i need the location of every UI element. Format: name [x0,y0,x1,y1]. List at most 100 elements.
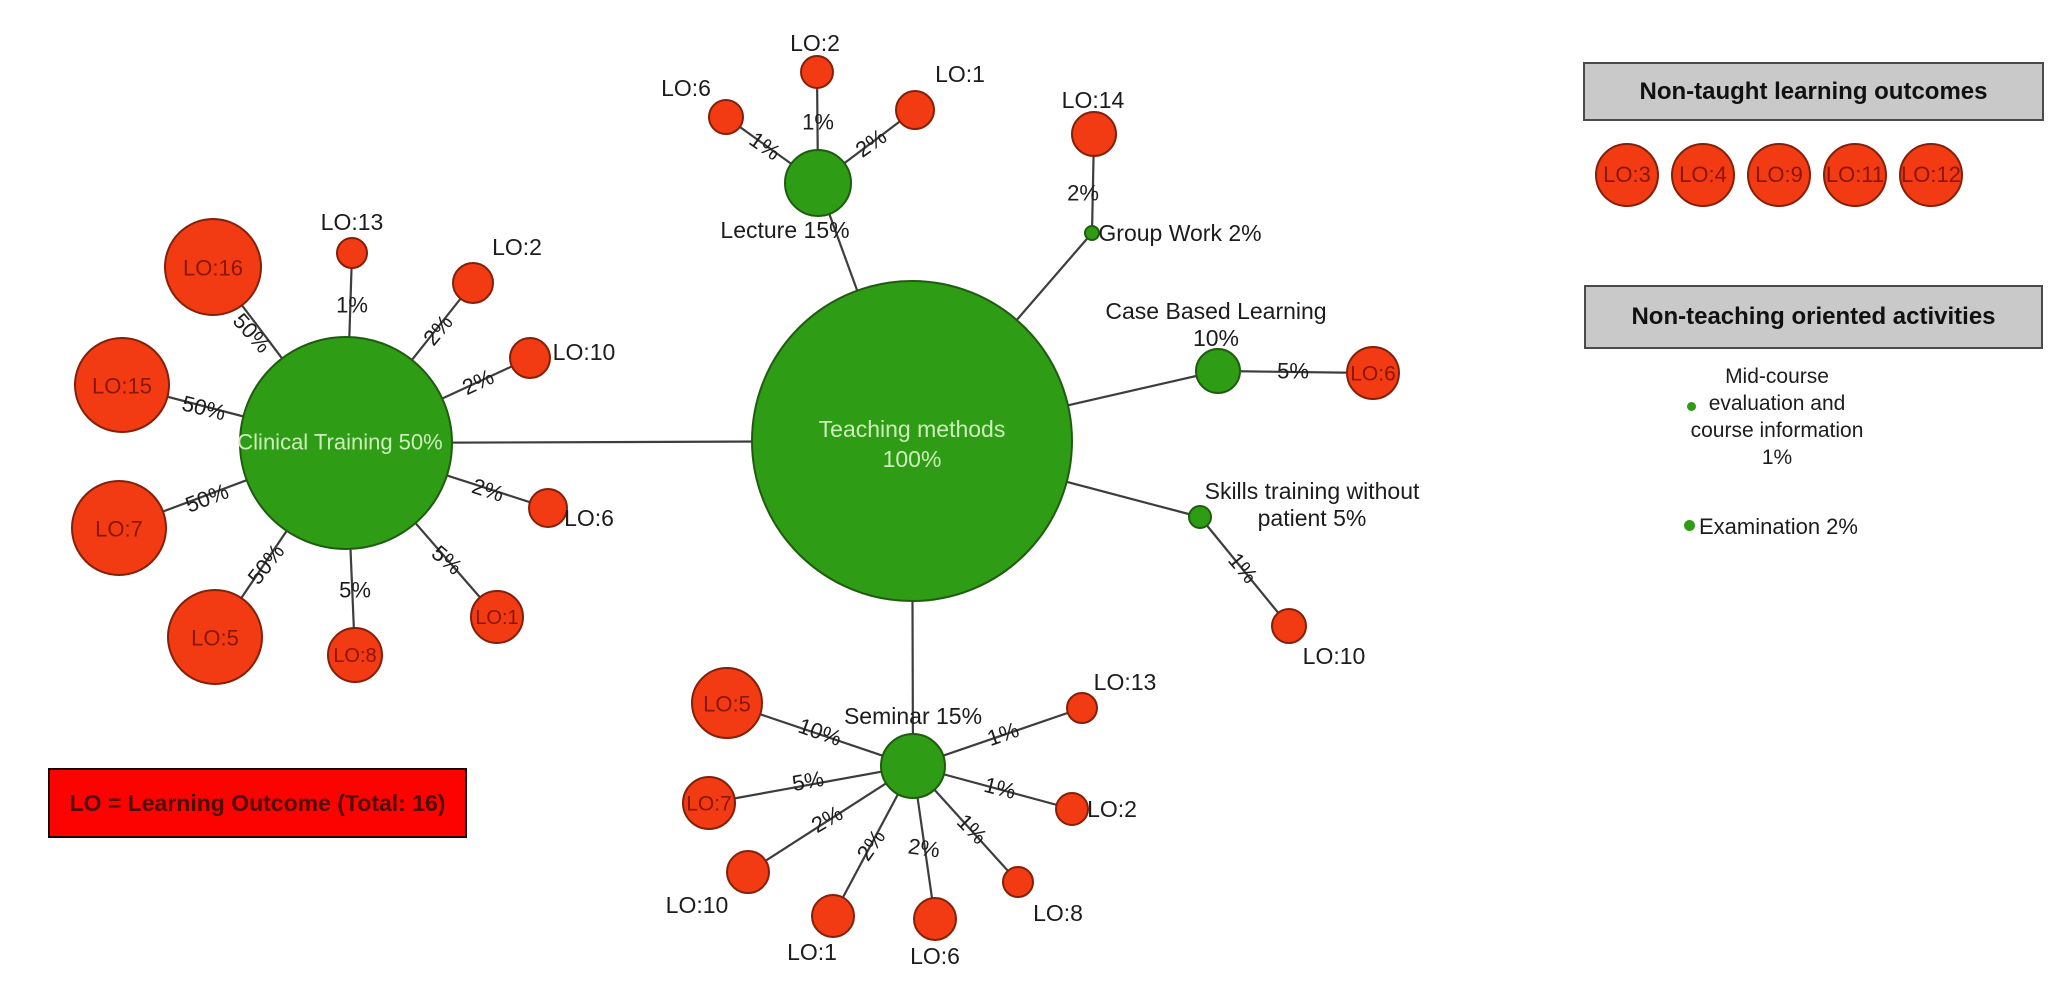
legend-non-taught-title: Non-taught learning outcomes [1639,77,1988,105]
node-lo10-seminar [726,850,770,894]
graph-label: LO:10 [553,339,616,365]
midcourse-dot-icon [1687,402,1696,411]
node-lo2-lecture [800,55,834,89]
node-clinical-training [239,336,453,550]
node-group-work [1084,225,1100,241]
legend-entry-midcourse: Mid-course evaluation and course informa… [1627,363,1927,471]
lo-chip-label: LO:11 [1825,162,1885,187]
graph-label: 2% [851,124,891,163]
graph-label: LO:1 [475,607,518,629]
node-lo14-group-work [1071,111,1117,157]
graph-label: Skills training without [1205,478,1420,504]
graph-label: 50% [228,308,276,357]
node-lo5-clinical [167,589,263,685]
non-taught-lo-circle: LO:3 [1595,143,1659,207]
node-lo16-clinical [164,218,262,316]
node-lo1-lecture [895,90,935,130]
graph-label: 1% [336,293,368,318]
graph-label: 5% [1277,359,1309,384]
node-lo8-clinical [327,627,383,683]
node-skills-training [1188,505,1212,529]
graph-label: LO:2 [790,30,840,56]
graph-label: 2% [458,364,497,400]
node-lo6-cbl [1346,346,1400,400]
graph-edge [1199,516,1290,627]
node-lo2-clinical [452,262,494,304]
midcourse-line: evaluation and [1708,392,1846,415]
legend-non-teaching-title: Non-teaching oriented activities [1631,303,1996,330]
node-lo7-seminar [682,776,736,830]
graph-label: LO:16 [183,256,243,281]
lo-chip-label: LO:12 [1901,162,1961,187]
legend-non-taught-box: Non-taught learning outcomes [1583,62,2044,121]
node-lecture [784,149,852,217]
legend-non-teaching-box: Non-teaching oriented activities [1584,285,2043,349]
graph-label: Group Work 2% [1098,220,1261,246]
graph-label: 1% [982,772,1019,804]
graph-label: LO:13 [1094,669,1157,695]
graph-label: 5% [790,766,826,796]
graph-label: Teaching methods [819,416,1006,442]
graph-label: LO:10 [666,892,729,918]
graph-label: LO:6 [1350,363,1396,386]
node-teaching-methods [751,280,1073,602]
graph-label: 2% [469,473,507,507]
node-lo13-seminar [1066,692,1098,724]
graph-label: LO:5 [191,626,239,651]
graph-label: LO:7 [686,793,732,816]
node-lo2-seminar [1055,792,1089,826]
graph-label: 2% [807,800,847,838]
graph-label: 1% [745,127,785,166]
graph-label: 10% [795,713,845,751]
graph-label: LO:8 [1033,900,1083,926]
lo-chip-label: LO:3 [1603,162,1651,187]
graph-label: LO:13 [321,209,384,235]
node-seminar [880,733,946,799]
graph-label: 50% [180,391,229,426]
graph-label: 100% [883,446,942,472]
midcourse-line: course information [1690,419,1864,442]
graph-label: Seminar 15% [844,703,982,729]
graph-label: Lecture 15% [720,217,849,243]
node-lo15-clinical [74,337,170,433]
graph-label: 50% [243,539,290,589]
graph-label: 2% [1067,181,1099,206]
graph-label: LO:2 [1087,796,1137,822]
node-lo10-skills [1271,608,1307,644]
graph-label: 1% [802,110,834,135]
graph-label: LO:15 [92,374,152,399]
graph-label: LO:8 [333,645,376,667]
midcourse-line: 1% [1761,446,1793,469]
non-taught-outcomes-row: LO:3 LO:4 LO:9 LO:11 LO:12 [1595,143,1963,207]
node-lo5-seminar [691,667,763,739]
node-lo6-lecture [708,99,744,135]
graph-label: 1% [984,717,1022,751]
graph-label: LO:6 [564,505,614,531]
graph-label: 5% [427,540,467,580]
graph-label: patient 5% [1258,505,1367,531]
lo-definition-label: LO = Learning Outcome (Total: 16) [69,789,446,816]
node-lo8-seminar [1002,866,1034,898]
graph-label: 50% [182,478,232,517]
lo-definition-box: LO = Learning Outcome (Total: 16) [48,768,467,838]
graph-label: Clinical Training 50% [237,430,442,455]
graph-label: LO:1 [787,939,837,965]
node-lo6-clinical [528,488,568,528]
graph-label: LO:7 [95,517,143,542]
lo-chip-label: LO:4 [1679,162,1727,187]
non-taught-lo-circle: LO:11 [1823,143,1887,207]
graph-edge [708,764,914,805]
node-lo7-clinical [71,480,167,576]
midcourse-line: Mid-course [1725,365,1829,388]
node-lo13-clinical [336,237,368,269]
graph-label: LO:2 [492,234,542,260]
graph-label: 2% [852,825,891,865]
graph-label: LO:1 [935,61,985,87]
examination-label: Examination 2% [1699,514,1858,539]
node-lo1-clinical [470,590,524,644]
graph-label: LO:10 [1303,643,1366,669]
graph-label: LO:6 [661,75,711,101]
non-taught-lo-circle: LO:9 [1747,143,1811,207]
